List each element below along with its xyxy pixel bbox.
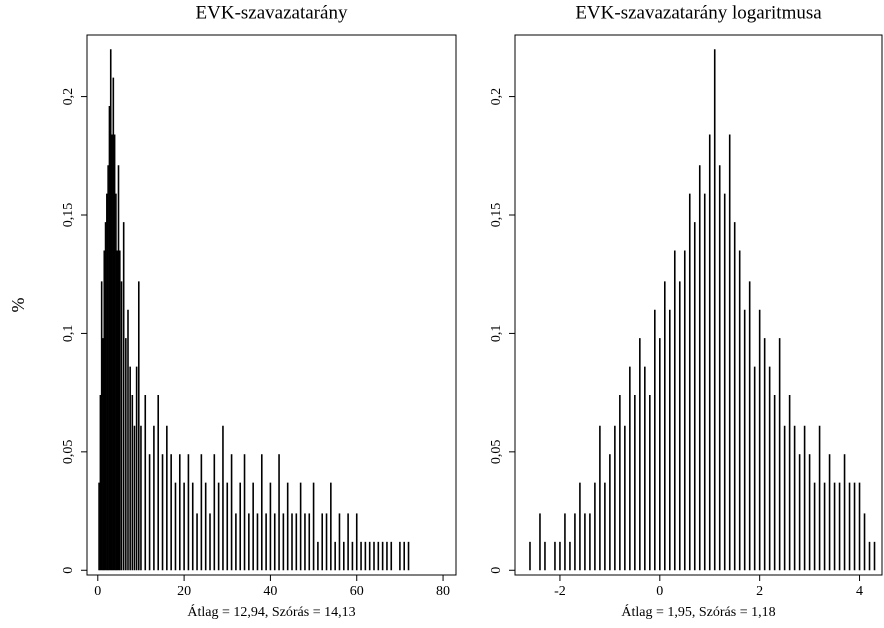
y-tick-label: 0,1	[489, 325, 504, 343]
y-tick-label: 0	[489, 567, 504, 574]
plot-frame	[514, 34, 883, 576]
x-tick-label: 20	[177, 584, 191, 599]
x-tick-label: 40	[263, 584, 277, 599]
x-axis-label: Átlag = 1,95, Szórás = 1,18	[621, 603, 775, 620]
x-tick-label: 60	[350, 584, 364, 599]
x-tick-label: 80	[436, 584, 450, 599]
x-axis-label: Átlag = 12,94, Szórás = 14,13	[187, 603, 355, 620]
y-tick-label: 0,05	[61, 440, 76, 465]
y-tick-label: 0,1	[61, 325, 76, 343]
x-tick-label: 4	[856, 584, 863, 599]
x-tick-label: 2	[756, 584, 763, 599]
y-tick-label: 0,15	[489, 203, 504, 228]
y-tick-label: 0,2	[489, 88, 504, 106]
y-tick-label: 0,15	[61, 203, 76, 228]
y-axis-label: %	[8, 298, 28, 313]
x-tick-label: 0	[94, 584, 101, 599]
panel-title: EVK-szavazatarány logaritmusa	[575, 2, 822, 23]
plot-frame	[86, 34, 457, 576]
y-tick-label: 0	[61, 567, 76, 574]
y-tick-label: 0,2	[61, 88, 76, 106]
x-tick-label: 0	[656, 584, 663, 599]
y-tick-label: 0,05	[489, 440, 504, 465]
panel-title: EVK-szavazatarány	[196, 2, 348, 23]
x-tick-label: -2	[554, 584, 566, 599]
